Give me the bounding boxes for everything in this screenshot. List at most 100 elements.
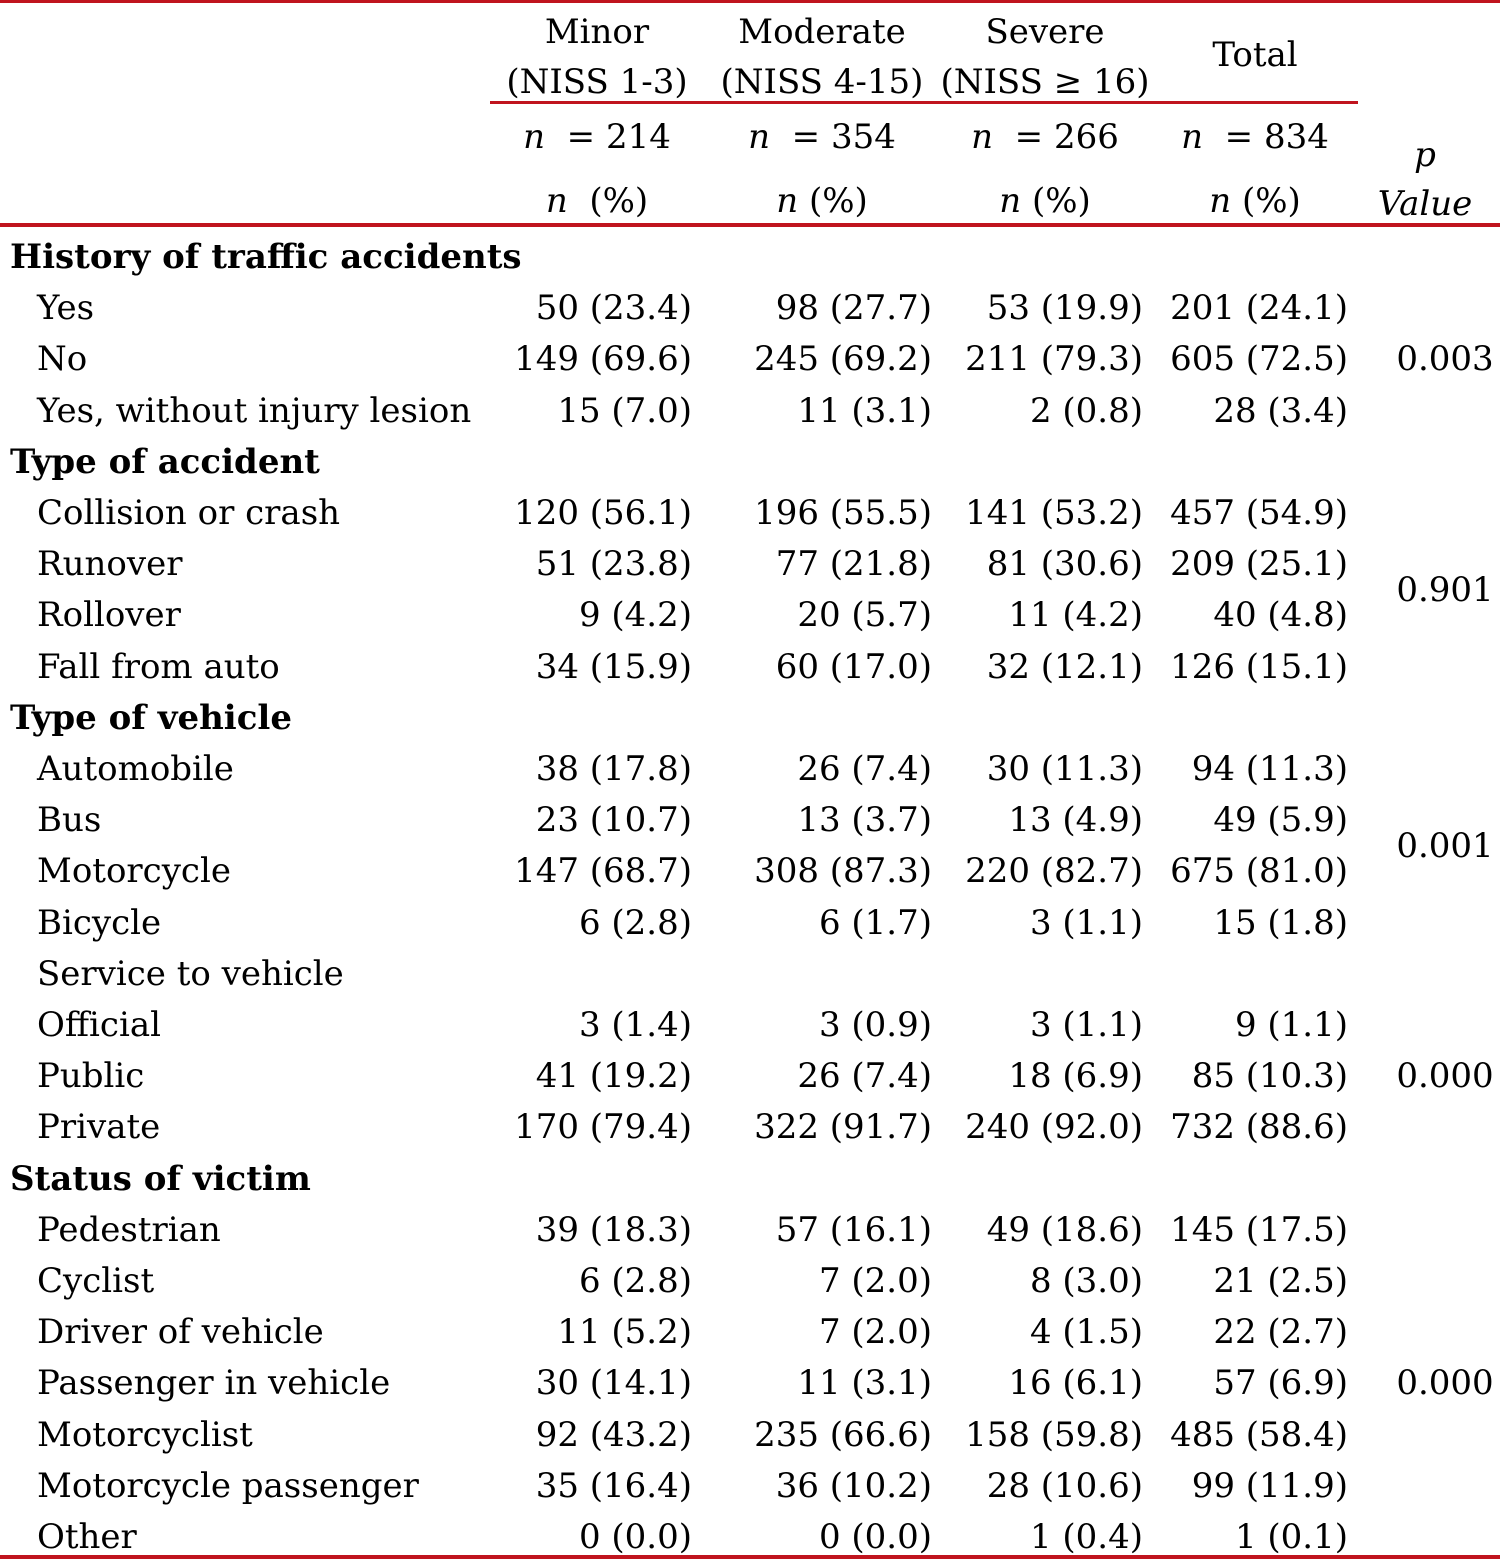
n-symbol: n (999, 181, 1022, 221)
table-cell: 11 (3.1) (797, 1363, 932, 1404)
table-cell: 57 (6.9) (1213, 1363, 1348, 1404)
p-value: 0.000 (1396, 1363, 1494, 1404)
table-cell: 30 (14.1) (535, 1363, 692, 1404)
table-cell: 220 (82.7) (965, 851, 1143, 892)
table-cell: 49 (5.9) (1213, 800, 1348, 841)
table-cell: 457 (54.9) (1170, 493, 1348, 533)
table-cell: 21 (2.5) (1213, 1261, 1348, 1301)
row-label: Yes, without injury lesion (37, 390, 472, 431)
table-cell: 53 (19.9) (986, 288, 1143, 329)
table-cell: 3 (1.1) (1029, 1005, 1143, 1045)
section-title: Type of accident (10, 441, 320, 482)
section-title: Type of vehicle (10, 697, 292, 738)
table-cell: 3 (0.9) (818, 1005, 932, 1045)
col-severe-title: Severe (985, 12, 1105, 52)
pct-label: (%) (1031, 181, 1091, 221)
row-label: Yes (37, 288, 95, 329)
n-symbol: n (1209, 181, 1232, 221)
table-cell: 40 (4.8) (1213, 595, 1348, 636)
header-group-rule (490, 101, 1358, 104)
n-value: = 354 (791, 117, 896, 157)
row-label: Motorcycle (37, 851, 231, 892)
n-symbol: n (545, 181, 568, 221)
table-cell: 120 (56.1) (514, 493, 692, 533)
table-cell: 245 (69.2) (754, 339, 932, 380)
p-symbol: p (1414, 135, 1436, 175)
table-cell: 28 (10.6) (986, 1465, 1143, 1506)
table-top-rule (0, 0, 1500, 3)
n-symbol: n (1181, 117, 1204, 157)
row-label: Motorcycle passenger (37, 1465, 419, 1506)
table-cell: 85 (10.3) (1191, 1056, 1348, 1097)
section-title: Status of victim (10, 1158, 311, 1199)
table-cell: 201 (24.1) (1170, 288, 1348, 329)
row-label: Runover (37, 544, 183, 585)
table-cell: 18 (6.9) (1008, 1056, 1143, 1097)
row-label: Other (37, 1517, 137, 1557)
col-moderate-subtitle: (NISS 4-15) (720, 62, 924, 102)
col-total-n: n = 834 (1155, 117, 1355, 157)
table-cell: 8 (3.0) (1029, 1261, 1143, 1301)
table-cell: 1 (0.1) (1234, 1517, 1348, 1557)
p-value: 0.003 (1396, 339, 1494, 380)
table-cell: 9 (1.1) (1234, 1005, 1348, 1045)
col-minor-subtitle: (NISS 1-3) (506, 62, 688, 102)
n-value: = 834 (1224, 117, 1329, 157)
table-cell: 26 (7.4) (797, 1056, 932, 1097)
n-value: = 214 (566, 117, 671, 157)
table-cell: 235 (66.6) (754, 1414, 932, 1455)
row-label: Bicycle (37, 902, 162, 943)
table-cell: 32 (12.1) (986, 646, 1143, 687)
table-cell: 94 (11.3) (1191, 749, 1348, 789)
pct-label: (%) (1241, 181, 1301, 221)
table-cell: 49 (18.6) (986, 1209, 1143, 1250)
table-cell: 6 (2.8) (578, 1261, 692, 1301)
row-label: Passenger in vehicle (37, 1363, 391, 1404)
col-total-npct: n (%) (1155, 181, 1355, 221)
header-bottom-rule (0, 223, 1500, 227)
table-cell: 322 (91.7) (754, 1107, 932, 1148)
pct-label: (%) (589, 181, 649, 221)
table-cell: 15 (1.8) (1213, 902, 1348, 943)
table-cell: 3 (1.4) (578, 1005, 692, 1045)
col-minor-npct: n (%) (497, 181, 697, 221)
row-label: Official (37, 1005, 161, 1045)
table-cell: 732 (88.6) (1170, 1107, 1348, 1148)
table-cell: 51 (23.8) (535, 544, 692, 585)
table-cell: 30 (11.3) (986, 749, 1143, 789)
table-cell: 98 (27.7) (775, 288, 932, 329)
table-cell: 675 (81.0) (1170, 851, 1348, 892)
table-cell: 485 (58.4) (1170, 1414, 1348, 1455)
table-cell: 147 (68.7) (514, 851, 692, 892)
table-cell: 141 (53.2) (965, 493, 1143, 533)
table-cell: 11 (3.1) (797, 390, 932, 431)
table-cell: 36 (10.2) (775, 1465, 932, 1506)
table-cell: 145 (17.5) (1170, 1209, 1348, 1250)
table-cell: 149 (69.6) (514, 339, 692, 380)
table-cell: 99 (11.9) (1191, 1465, 1348, 1506)
table-cell: 39 (18.3) (535, 1209, 692, 1250)
table-cell: 26 (7.4) (797, 749, 932, 789)
table-cell: 16 (6.1) (1008, 1363, 1143, 1404)
table-cell: 6 (1.7) (818, 902, 932, 943)
table-cell: 41 (19.2) (535, 1056, 692, 1097)
table-cell: 35 (16.4) (535, 1465, 692, 1506)
row-label: Public (37, 1056, 145, 1097)
n-value: = 266 (1014, 117, 1119, 157)
row-label: Private (37, 1107, 161, 1148)
row-label: Collision or crash (37, 493, 341, 533)
table-cell: 0 (0.0) (578, 1517, 692, 1557)
table-cell: 11 (4.2) (1008, 595, 1143, 636)
row-label: Rollover (37, 595, 181, 636)
row-label: Automobile (37, 749, 234, 789)
table-cell: 605 (72.5) (1170, 339, 1348, 380)
table-cell: 23 (10.7) (535, 800, 692, 841)
table-cell: 77 (21.8) (775, 544, 932, 585)
table-cell: 20 (5.7) (797, 595, 932, 636)
col-minor-title: Minor (544, 12, 650, 52)
table-cell: 50 (23.4) (535, 288, 692, 329)
table-cell: 81 (30.6) (986, 544, 1143, 585)
col-moderate-n: n = 354 (712, 117, 932, 157)
table-cell: 22 (2.7) (1213, 1312, 1348, 1353)
col-total-title: Total (1212, 35, 1298, 75)
